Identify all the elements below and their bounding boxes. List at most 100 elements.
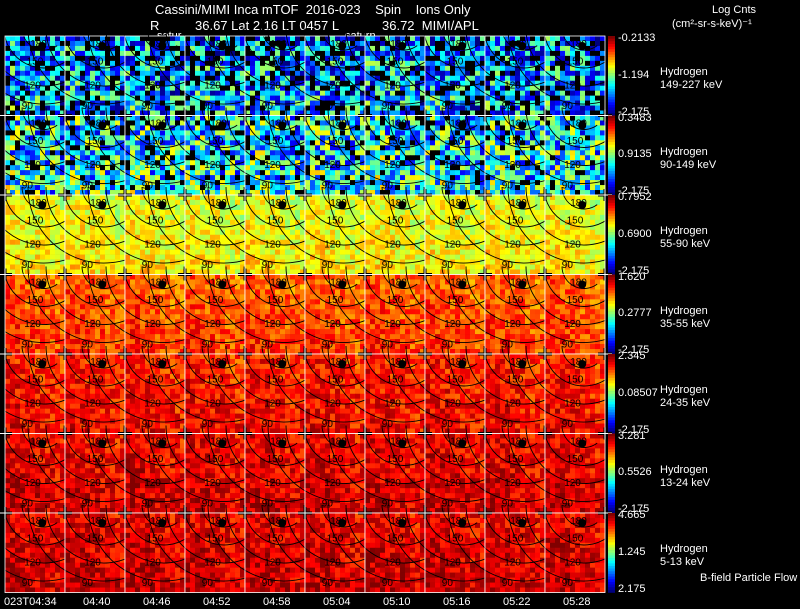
contour-label: 150 [507,295,524,306]
colorbar-tick: -0.2133 [618,32,656,44]
panel-r1-c6 [327,107,450,196]
contour-label: 90 [502,260,514,271]
contour-label: 150 [387,375,404,386]
contour-label: 150 [327,534,344,545]
panel-r4-c0 [0,345,90,434]
contour-label: 150 [147,534,164,545]
colorbar-tick: 4.665 [618,509,646,521]
contour-label: 180 [330,516,347,527]
contour-label: 90 [502,419,514,430]
contour-label: 150 [507,375,524,386]
contour-label: 150 [27,216,44,227]
contour-label: 90 [262,260,274,271]
panel-r1-c1 [27,107,150,196]
contour-label: 180 [210,437,227,448]
contour-label: 90 [382,419,394,430]
contour-label: 90 [382,101,394,112]
contour-label: 90 [82,578,94,589]
panel-r3-c3 [147,266,270,355]
orbit-l-values: 36.72 MIMI/APL [382,18,479,33]
contour-label: 90 [22,260,34,271]
contour-label: 150 [567,454,584,465]
species-label: Hydrogen [660,145,708,158]
contour-label: 90 [202,181,214,192]
contour-label: 180 [90,39,107,50]
contour-label: 120 [504,398,521,409]
contour-label: 120 [444,160,461,171]
contour-label: 180 [510,119,527,130]
energy-range-label: 35-55 keV [660,317,711,330]
contour-label: 150 [447,136,464,147]
contour-label: 150 [27,136,44,147]
contour-label: 120 [24,80,41,91]
contour-label: 180 [390,39,407,50]
contour-label: 150 [207,57,224,68]
panel-r1-c8 [447,107,570,196]
contour-label: 150 [387,216,404,227]
time-tick-label: 05:22 [503,596,531,608]
contour-label: 150 [507,534,524,545]
contour-label: 180 [450,516,467,527]
panel-r6-c5 [267,504,390,593]
contour-label: 90 [202,578,214,589]
contour-label: 90 [562,101,574,112]
panel-r3-c9 [507,266,630,355]
panel-r3-c0 [0,266,90,355]
contour-label: 120 [564,557,581,568]
contour-label: 120 [444,80,461,91]
contour-label: 120 [564,398,581,409]
contour-label: 180 [450,198,467,209]
contour-label: 180 [450,357,467,368]
contour-label: 120 [564,80,581,91]
panel-r0-c6 [327,27,450,116]
colorbar-tick: -2.175 [618,264,650,277]
contour-label: 150 [27,57,44,68]
contour-label: 90 [502,181,514,192]
energy-channel-label: Hydrogen 13-24 keV [660,464,710,490]
contour-label: 180 [30,437,47,448]
species-label: Hydrogen [660,225,708,238]
orbit-r-label: R [150,18,160,33]
contour-label: 150 [507,57,524,68]
contour-label: 90 [142,499,154,510]
contour-label: 120 [24,160,41,171]
contour-label: 90 [382,181,394,192]
time-tick-label: 04:40 [83,596,111,608]
contour-label: 180 [30,119,47,130]
contour-label: 90 [202,260,214,271]
contour-label: 150 [447,216,464,227]
contour-label: 180 [510,198,527,209]
contour-label: 150 [207,375,224,386]
contour-label: 90 [262,499,274,510]
contour-label: 150 [267,57,284,68]
contour-label: 90 [22,340,34,351]
energy-channel-label: Hydrogen 149-227 keV [660,66,722,92]
contour-label: 120 [384,478,401,489]
contour-label: 120 [144,478,161,489]
contour-label: 150 [567,295,584,306]
contour-label: 120 [444,319,461,330]
colorbar-tick: -2.175 [618,185,650,197]
contour-label: 150 [27,534,44,545]
panel-r6-c1 [27,504,150,593]
panel-r5-c4 [207,425,330,514]
contour-label: 180 [30,278,47,289]
contour-label: 120 [24,478,41,489]
contour-label: 180 [30,39,47,50]
colorbar-r5 [608,433,615,514]
panel-r4-c4 [207,345,330,434]
contour-label: 120 [384,557,401,568]
contour-label: 180 [510,39,527,50]
contour-label: 150 [87,136,104,147]
contour-label: 180 [270,278,287,289]
contour-label: 180 [270,437,287,448]
contour-label: 180 [90,437,107,448]
contour-label: 90 [442,499,454,510]
panel-r6-c6 [327,504,450,593]
contour-label: 120 [144,398,161,409]
contour-label: 90 [502,578,514,589]
contour-label: 180 [570,357,587,368]
contour-label: 90 [442,419,454,430]
contour-label: 120 [144,239,161,250]
contour-label: 180 [330,198,347,209]
